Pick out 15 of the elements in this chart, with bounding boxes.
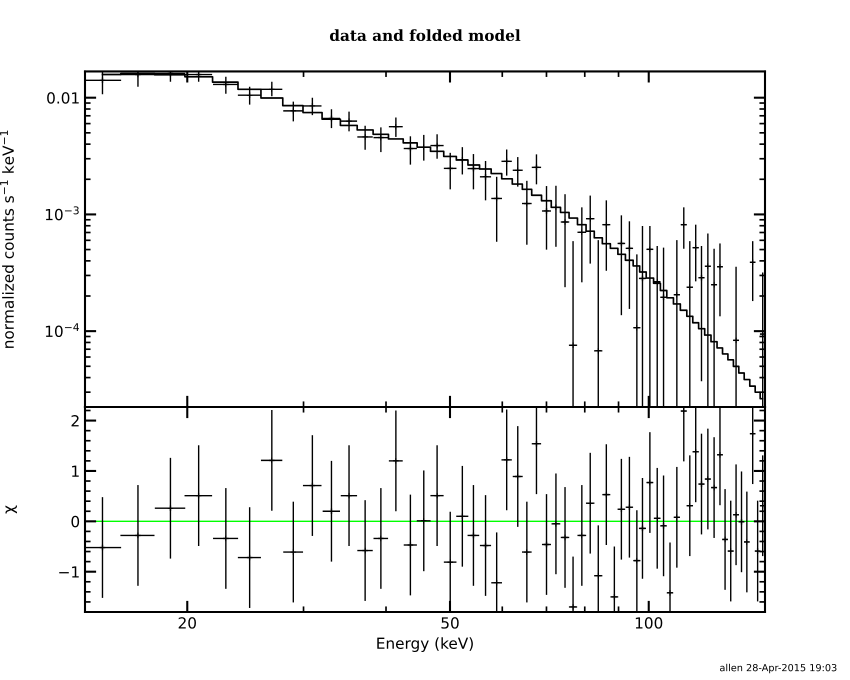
y-tick-label: 2 bbox=[72, 415, 79, 426]
y-tick-label: 0 bbox=[71, 516, 80, 528]
y-tick-label: 0.01 bbox=[47, 92, 79, 104]
x-tick-label: 50 bbox=[441, 617, 459, 629]
y-axis-title: normalized counts s$^{−1}$ keV$^{−1}$ bbox=[0, 130, 14, 348]
y-tick-label: 1 bbox=[72, 466, 79, 477]
chart-title: data and folded model bbox=[330, 29, 520, 42]
x-axis-title: Energy (keV) bbox=[377, 637, 473, 652]
y-tick-label: 10$^{−4}$ bbox=[46, 323, 79, 338]
x-tick-label: 100 bbox=[636, 617, 662, 629]
y-tick-label: 10$^{−3}$ bbox=[46, 206, 79, 220]
y-axis-title: χ bbox=[5, 506, 17, 514]
x-tick-label: 20 bbox=[178, 617, 196, 629]
text: allen 28-Apr-2015 19:03 bbox=[720, 664, 836, 674]
y-tick-label: −1 bbox=[59, 566, 79, 578]
